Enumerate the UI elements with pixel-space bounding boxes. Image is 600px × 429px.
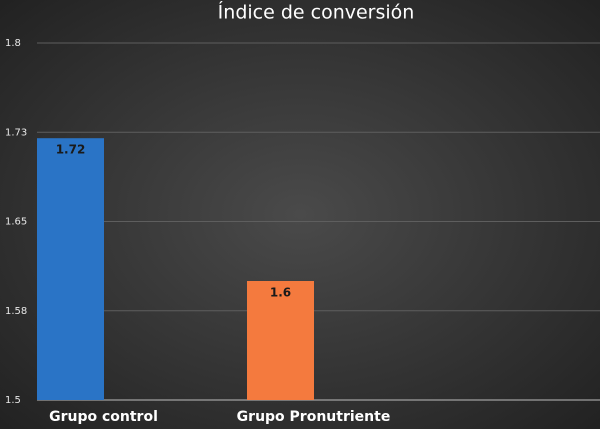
y-tick-label: 1.58 — [5, 306, 27, 317]
bar — [247, 281, 314, 400]
y-tick-label: 1.8 — [5, 38, 21, 49]
y-tick-label: 1.5 — [5, 395, 21, 406]
y-tick-label: 1.65 — [5, 217, 27, 228]
chart-title: Índice de conversión — [218, 1, 415, 24]
value-label: 1.6 — [270, 286, 291, 300]
bar — [37, 138, 104, 400]
y-tick-label: 1.73 — [5, 127, 27, 138]
x-tick-label: Grupo control — [49, 409, 158, 425]
x-tick-label: Grupo Pronutriente — [237, 409, 391, 425]
value-label: 1.72 — [56, 143, 86, 157]
